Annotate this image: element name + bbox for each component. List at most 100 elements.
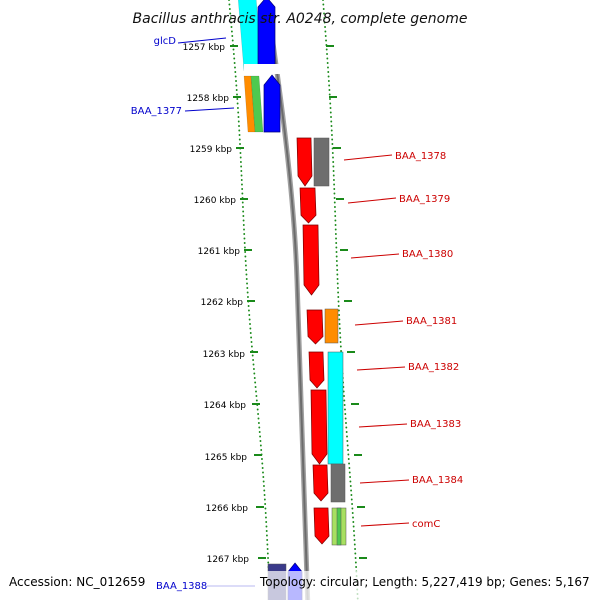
left-track-dot — [264, 503, 267, 505]
right-track-dot — [350, 498, 353, 501]
left-track-dot — [238, 138, 241, 141]
left-track-dot — [246, 291, 249, 294]
right-track-dot — [350, 494, 353, 496]
right-track-dot — [339, 345, 342, 348]
left-track-dot — [262, 471, 264, 474]
baa-1382-gene-arrow — [308, 351, 325, 389]
left-track-dot — [234, 75, 237, 78]
left-track-dot — [240, 170, 243, 172]
accession-text: Accession: NC_012659 — [9, 575, 145, 589]
left-track-dot — [228, 8, 231, 10]
glcd-leader-line — [177, 37, 227, 44]
gene-label-baa-1377[interactable]: BAA_1377 — [131, 106, 182, 117]
right-track-dot — [355, 566, 358, 568]
comc-green-stripe — [336, 507, 342, 546]
right-track-dot — [354, 552, 357, 555]
left-track-dot — [258, 426, 261, 429]
tick-label-1265: 1265 kbp — [205, 453, 248, 463]
left-track-dot — [228, 3, 231, 6]
left-track-dot — [259, 435, 262, 438]
right-track-dot — [343, 399, 346, 402]
left-track-dot — [256, 408, 259, 411]
left-track-dot — [237, 116, 240, 118]
left-track-dot — [257, 413, 260, 415]
right-track-dot — [337, 300, 340, 303]
right-track-dot — [327, 71, 330, 73]
left-track-dot — [239, 161, 242, 163]
gene-label-baa-1388[interactable]: BAA_1388 — [156, 581, 207, 592]
right-track-dot — [343, 404, 346, 406]
right-track-dot — [354, 548, 357, 550]
gene-label-baa-1378[interactable]: BAA_1378 — [395, 151, 446, 162]
right-track-dot — [345, 422, 347, 424]
left-track-dot — [237, 120, 240, 123]
left-track-dot — [253, 372, 256, 375]
left-track-dot — [262, 480, 265, 483]
gene-label-baa-1381[interactable]: BAA_1381 — [406, 316, 457, 327]
left-track-dot — [262, 476, 265, 478]
left-track-dot — [263, 485, 265, 487]
baa-1384-gene-arrow — [312, 464, 329, 502]
left-track-dot — [247, 296, 249, 298]
gene-label-baa-1380[interactable]: BAA_1380 — [402, 249, 453, 260]
left-track-dot — [254, 381, 257, 384]
left-track-dot — [255, 390, 257, 393]
left-track-dot — [229, 17, 232, 19]
right-track-dot — [330, 129, 333, 132]
left-track-dot — [234, 71, 237, 73]
right-track-dot — [353, 543, 356, 546]
right-track-dot — [332, 161, 335, 163]
right-track-dot — [328, 89, 331, 91]
left-track-dot — [240, 179, 243, 181]
left-track-dot — [254, 386, 257, 388]
right-track-dot — [324, 30, 327, 33]
right-track-dot — [346, 435, 348, 438]
right-track-dot — [327, 75, 330, 78]
left-track-dot — [266, 548, 269, 550]
right-track-dot — [336, 273, 339, 276]
genome-title: Bacillus anthracis str. A0248, complete … — [133, 11, 468, 27]
right-track-dot — [345, 426, 348, 429]
right-track-dot — [336, 278, 339, 280]
right-track-dot — [351, 507, 354, 510]
left-track-dot — [261, 467, 264, 469]
right-track-dot — [354, 561, 357, 564]
right-track-dot — [328, 84, 331, 87]
left-track-dot — [255, 395, 258, 397]
right-track-dot — [353, 539, 356, 541]
right-track-dot — [348, 471, 351, 474]
left-track-dot — [232, 48, 235, 51]
gene-label-glcd[interactable]: glcD — [154, 36, 177, 47]
left-track-dot — [260, 449, 263, 451]
gene-label-baa-1383[interactable]: BAA_1383 — [410, 419, 461, 430]
left-track-dot — [242, 224, 245, 226]
left-track-dot — [247, 305, 250, 307]
gene-label-comc[interactable]: comC — [412, 519, 440, 530]
left-track-dot — [252, 359, 255, 361]
right-track-dot — [338, 327, 341, 330]
gene-label-baa-1382[interactable]: BAA_1382 — [408, 362, 459, 373]
baa-1381-orange-band — [324, 308, 339, 344]
right-track-dot — [326, 62, 329, 64]
right-track-dot — [333, 192, 336, 195]
right-track-dot — [348, 467, 351, 469]
gene-label-baa-1384[interactable]: BAA_1384 — [412, 475, 463, 486]
baa-1381-gene-arrow — [306, 309, 324, 345]
footer-background — [0, 571, 600, 600]
right-track-dot — [335, 255, 338, 258]
baa-1380-gene-arrow — [302, 224, 320, 296]
right-track-dot — [336, 269, 339, 271]
right-track-dot — [343, 395, 345, 397]
right-track-dot — [329, 111, 332, 114]
tick-label-1259: 1259 kbp — [190, 145, 233, 155]
right-track-dot — [332, 174, 335, 177]
right-track-dot — [327, 80, 330, 82]
right-track-dot — [338, 323, 341, 325]
right-track-dot — [347, 449, 349, 451]
gene-label-baa-1379[interactable]: BAA_1379 — [399, 194, 450, 205]
tick-label-1267: 1267 kbp — [207, 555, 250, 565]
right-track-dot — [352, 530, 355, 532]
right-track-dot — [327, 66, 329, 69]
left-track-dot — [267, 557, 269, 559]
left-track-dot — [235, 89, 238, 91]
